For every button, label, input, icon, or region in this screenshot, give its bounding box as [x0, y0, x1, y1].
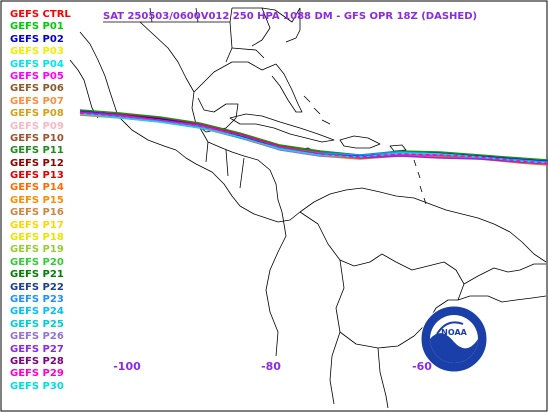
legend-item: GEFS P16	[10, 207, 64, 219]
legend-item: GEFS P08	[10, 108, 64, 120]
legend-item: GEFS P30	[10, 380, 64, 392]
legend-item: GEFS P03	[10, 46, 64, 58]
legend-item: GEFS P19	[10, 244, 64, 256]
legend-item: GEFS P10	[10, 132, 64, 144]
contour-layer	[79, 109, 548, 166]
legend-item: GEFS P28	[10, 355, 64, 367]
map-title: SAT 250503/0600V012 250 HPA 1088 DM - GF…	[103, 11, 478, 22]
longitude-label-minus80: -80	[261, 360, 281, 373]
ensemble-legend: GEFS CTRL GEFS P01 GEFS P02 GEFS P03 GEFS P0…	[10, 9, 71, 393]
legend-item: GEFS P11	[10, 145, 64, 157]
legend-item: GEFS P02	[10, 33, 64, 45]
legend-item: GEFS P09	[10, 120, 64, 132]
legend-item: GEFS P13	[10, 170, 64, 182]
coastline-layer	[69, 7, 547, 409]
legend-item: GEFS P22	[10, 281, 64, 293]
noaa-logo: NOAA	[420, 305, 488, 373]
legend-item: GEFS P14	[10, 182, 64, 194]
legend-item: GEFS P21	[10, 269, 64, 281]
legend-item: GEFS P05	[10, 70, 64, 82]
contour-gfs-opr-dashed	[79, 112, 548, 164]
contour-gefs-p30	[79, 113, 548, 164]
legend-item: GEFS P15	[10, 194, 64, 206]
legend-item: GEFS P25	[10, 318, 64, 330]
legend-item: GEFS P27	[10, 343, 64, 355]
contour-gefs-p11	[79, 109, 548, 161]
legend-item: GEFS P17	[10, 219, 64, 231]
legend-item: GEFS P20	[10, 256, 64, 268]
longitude-label-minus100: -100	[113, 360, 141, 373]
legend-item: GEFS P29	[10, 368, 64, 380]
legend-item: GEFS P23	[10, 293, 64, 305]
legend-item: GEFS P26	[10, 331, 64, 343]
noaa-logo-text: NOAA	[441, 328, 467, 337]
legend-item: GEFS P24	[10, 306, 64, 318]
longitude-label-minus60: -60	[412, 360, 432, 373]
legend-item: GEFS P12	[10, 157, 64, 169]
legend-item: GEFS P06	[10, 83, 64, 95]
legend-item: GEFS P07	[10, 95, 64, 107]
contour-gefs-p26	[79, 112, 548, 164]
legend-item: GEFS P04	[10, 58, 64, 70]
legend-item: GEFS P01	[10, 21, 64, 33]
legend-item: GEFS P18	[10, 232, 64, 244]
legend-item: GEFS CTRL	[10, 9, 71, 20]
